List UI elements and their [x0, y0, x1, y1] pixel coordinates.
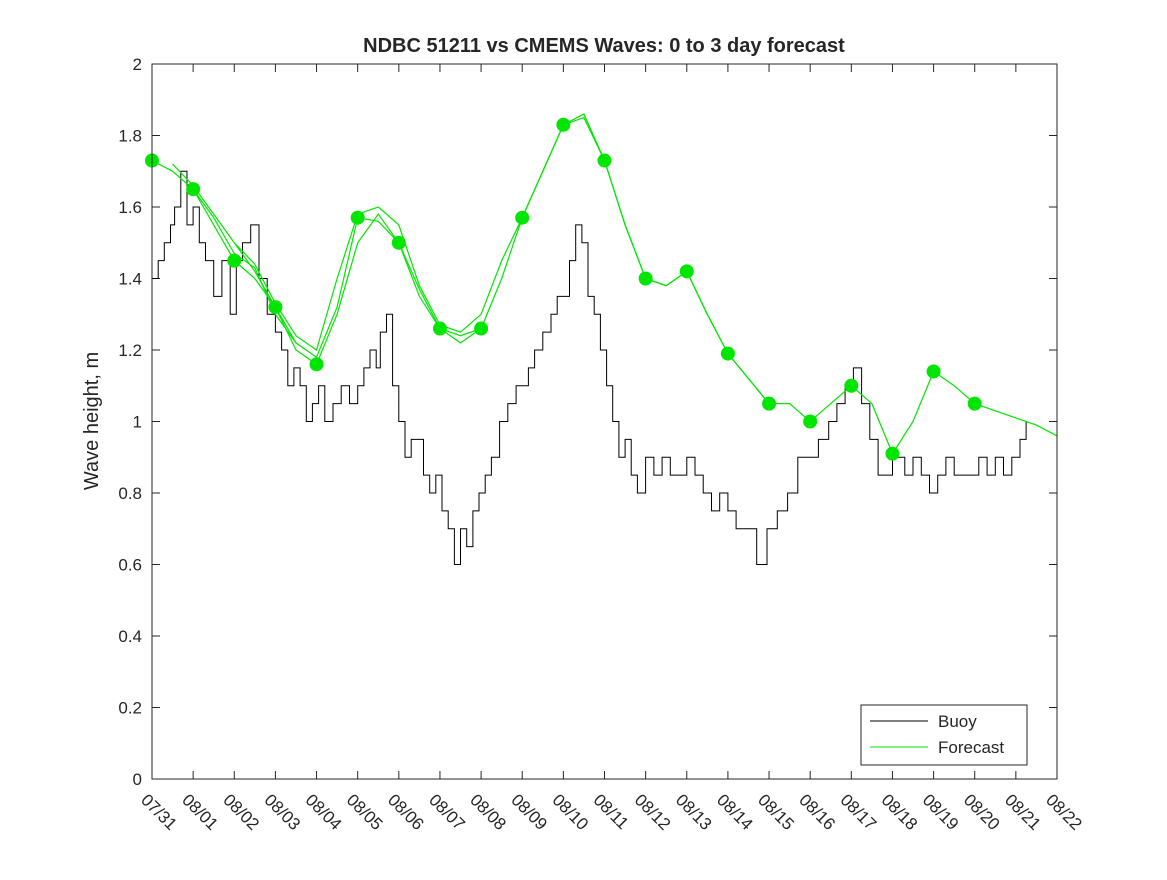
forecast-marker: [844, 378, 859, 393]
forecast-run-line: [192, 188, 482, 359]
forecast-marker: [391, 235, 406, 250]
forecast-marker: [268, 300, 283, 315]
y-tick-label: 0: [133, 770, 142, 789]
legend: Buoy Forecast: [860, 704, 1028, 766]
y-tick-label: 1.6: [118, 198, 142, 217]
y-tick-label: 0.2: [118, 699, 142, 718]
forecast-marker: [967, 396, 982, 411]
y-tick-label: 0.8: [118, 484, 142, 503]
forecast-marker: [474, 321, 489, 336]
forecast-marker: [597, 153, 612, 168]
forecast-marker: [432, 321, 447, 336]
axis-ticks: [151, 63, 1058, 780]
y-tick-label: 1.4: [118, 270, 142, 289]
buoy-series: [152, 170, 1027, 565]
buoy-line: [152, 170, 1027, 565]
forecast-marker: [679, 264, 694, 279]
plot-area: [152, 64, 1057, 779]
legend-box: [860, 704, 1028, 766]
y-tick-label: 1: [133, 413, 142, 432]
forecast-markers: [145, 117, 982, 461]
forecast-marker: [227, 253, 242, 268]
forecast-marker: [638, 271, 653, 286]
forecast-marker: [186, 182, 201, 197]
y-tick-label: 1.2: [118, 341, 142, 360]
y-tick-label: 1.8: [118, 127, 142, 146]
forecast-marker: [350, 210, 365, 225]
y-axis-label: Wave height, m: [81, 352, 103, 490]
forecast-marker: [515, 210, 530, 225]
forecast-marker: [803, 414, 818, 429]
forecast-marker: [885, 446, 900, 461]
forecast-marker: [720, 346, 735, 361]
legend-buoy-label: Buoy: [938, 712, 977, 731]
forecast-marker: [309, 357, 324, 372]
chart-title: NDBC 51211 vs CMEMS Waves: 0 to 3 day fo…: [363, 35, 845, 57]
y-tick-label: 0.4: [118, 627, 142, 646]
legend-forecast-label: Forecast: [938, 738, 1004, 757]
plot-frame: [151, 63, 1058, 780]
forecast-marker: [762, 396, 777, 411]
y-tick-labels: 0 0.2 0.4 0.6 0.8 1 1.2 1.4 1.6 1.8 2: [118, 55, 142, 789]
y-tick-label: 0.6: [118, 556, 142, 575]
y-tick-label: 2: [133, 55, 142, 74]
forecast-marker: [926, 364, 941, 379]
forecast-marker: [556, 117, 571, 132]
